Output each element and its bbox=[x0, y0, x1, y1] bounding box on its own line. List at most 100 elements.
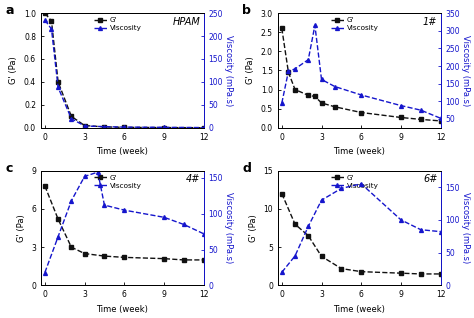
G' bbox=[279, 26, 285, 30]
Viscosity bbox=[418, 108, 424, 112]
G' bbox=[292, 88, 298, 92]
Legend: G', Viscosity: G', Viscosity bbox=[329, 16, 380, 33]
Text: 4#: 4# bbox=[186, 174, 201, 184]
Viscosity bbox=[305, 58, 311, 62]
Viscosity bbox=[161, 125, 167, 129]
G' bbox=[42, 184, 48, 188]
Viscosity bbox=[82, 124, 87, 128]
G' bbox=[101, 254, 107, 258]
G' bbox=[418, 272, 424, 276]
Viscosity bbox=[312, 24, 318, 27]
G' bbox=[285, 71, 291, 74]
Viscosity bbox=[161, 215, 167, 219]
Text: 6#: 6# bbox=[423, 174, 438, 184]
G' bbox=[82, 124, 87, 128]
G' bbox=[338, 267, 344, 271]
G' bbox=[305, 93, 311, 97]
Viscosity bbox=[49, 27, 55, 31]
Viscosity bbox=[319, 198, 324, 202]
Viscosity bbox=[398, 218, 404, 222]
Viscosity bbox=[82, 175, 87, 178]
Line: G': G' bbox=[43, 11, 206, 130]
G' bbox=[312, 94, 318, 98]
Y-axis label: G' (Pa): G' (Pa) bbox=[246, 57, 255, 84]
G' bbox=[358, 111, 364, 114]
G' bbox=[121, 125, 127, 129]
Viscosity bbox=[181, 223, 187, 226]
Text: b: b bbox=[242, 4, 251, 17]
Line: G': G' bbox=[280, 26, 443, 123]
Viscosity bbox=[358, 182, 364, 186]
X-axis label: Time (week): Time (week) bbox=[333, 147, 385, 156]
Line: Viscosity: Viscosity bbox=[43, 170, 206, 274]
Viscosity bbox=[101, 203, 107, 207]
Viscosity bbox=[438, 230, 444, 233]
G' bbox=[49, 19, 55, 23]
Legend: G', Viscosity: G', Viscosity bbox=[92, 173, 143, 190]
G' bbox=[305, 234, 311, 238]
Viscosity bbox=[338, 186, 344, 190]
X-axis label: Time (week): Time (week) bbox=[96, 147, 148, 156]
Line: G': G' bbox=[43, 184, 206, 262]
G' bbox=[69, 245, 74, 249]
G' bbox=[161, 126, 167, 129]
Viscosity bbox=[55, 86, 61, 89]
G' bbox=[438, 272, 444, 276]
X-axis label: Time (week): Time (week) bbox=[333, 305, 385, 314]
Y-axis label: Viscosity (mPa.s): Viscosity (mPa.s) bbox=[224, 192, 233, 264]
Viscosity bbox=[438, 116, 444, 120]
Viscosity bbox=[358, 93, 364, 97]
G' bbox=[319, 101, 324, 105]
G' bbox=[201, 258, 207, 262]
Viscosity bbox=[418, 228, 424, 232]
Text: c: c bbox=[5, 162, 12, 175]
G' bbox=[358, 270, 364, 273]
G' bbox=[121, 255, 127, 259]
Viscosity bbox=[101, 125, 107, 128]
Y-axis label: G' (Pa): G' (Pa) bbox=[9, 57, 18, 84]
Viscosity bbox=[69, 117, 74, 121]
Legend: G', Viscosity: G', Viscosity bbox=[329, 173, 380, 190]
Viscosity bbox=[201, 126, 207, 129]
G' bbox=[55, 80, 61, 84]
Text: a: a bbox=[5, 4, 14, 17]
Viscosity bbox=[292, 254, 298, 258]
G' bbox=[418, 117, 424, 121]
Y-axis label: G' (Pa): G' (Pa) bbox=[17, 214, 26, 242]
G' bbox=[292, 222, 298, 226]
X-axis label: Time (week): Time (week) bbox=[96, 305, 148, 314]
G' bbox=[181, 258, 187, 262]
G' bbox=[161, 257, 167, 260]
G' bbox=[42, 11, 48, 15]
Viscosity bbox=[319, 78, 324, 81]
Viscosity bbox=[121, 208, 127, 212]
Y-axis label: Viscosity (mPa.s): Viscosity (mPa.s) bbox=[461, 35, 470, 106]
Viscosity bbox=[285, 69, 291, 73]
G' bbox=[201, 126, 207, 130]
G' bbox=[398, 271, 404, 275]
Viscosity bbox=[55, 235, 61, 238]
Text: 1#: 1# bbox=[423, 17, 438, 26]
G' bbox=[319, 254, 324, 258]
Line: Viscosity: Viscosity bbox=[280, 24, 443, 120]
Text: d: d bbox=[242, 162, 251, 175]
Viscosity bbox=[42, 271, 48, 274]
Legend: G', Viscosity: G', Viscosity bbox=[92, 16, 143, 33]
Y-axis label: G' (Pa): G' (Pa) bbox=[249, 214, 258, 242]
Viscosity bbox=[121, 125, 127, 129]
G' bbox=[398, 115, 404, 119]
Line: G': G' bbox=[280, 192, 443, 276]
Viscosity bbox=[279, 101, 285, 105]
G' bbox=[69, 114, 74, 118]
G' bbox=[82, 252, 87, 255]
Viscosity bbox=[69, 199, 74, 203]
G' bbox=[55, 217, 61, 221]
Viscosity bbox=[332, 85, 337, 88]
Line: Viscosity: Viscosity bbox=[280, 182, 443, 274]
Viscosity bbox=[292, 67, 298, 71]
G' bbox=[279, 192, 285, 196]
Viscosity bbox=[42, 18, 48, 22]
Y-axis label: Viscosity (mPa.s): Viscosity (mPa.s) bbox=[224, 35, 233, 106]
Viscosity bbox=[201, 232, 207, 236]
Text: HPAM: HPAM bbox=[173, 17, 201, 26]
